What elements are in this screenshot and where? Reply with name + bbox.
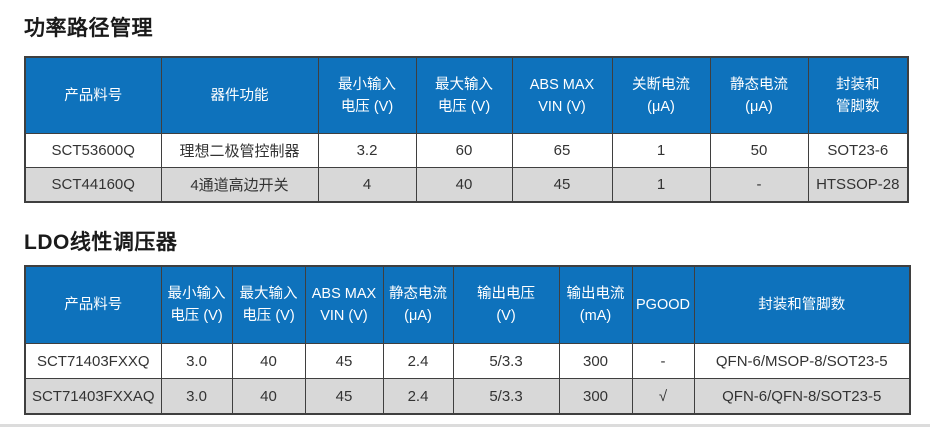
header-cell-max-input-voltage: 最大输入 电压 (V) — [415, 56, 513, 134]
header-cell-part-number: 产品料号 — [24, 265, 162, 344]
table-row: SCT71403FXXQ 3.0 40 45 2.4 5/3.3 300 - Q… — [24, 343, 911, 379]
header-cell-min-input-voltage: 最小输入 电压 (V) — [317, 56, 417, 134]
table-cell: 300 — [558, 378, 633, 415]
table-cell: SOT23-6 — [807, 133, 909, 168]
table-cell: 3.0 — [160, 343, 233, 379]
header-row: 产品料号 最小输入 电压 (V) 最大输入 电压 (V) ABS MAX VIN… — [24, 265, 911, 344]
header-cell-output-current: 输出电流 (mA) — [558, 265, 633, 344]
section-title-power-path: 功率路径管理 — [24, 17, 153, 40]
table-cell: - — [631, 343, 695, 379]
header-cell-package-pins: 封装和管脚数 — [693, 265, 911, 344]
table-cell: 50 — [709, 133, 809, 168]
header-cell-quiescent-current: 静态电流 (μA) — [382, 265, 454, 344]
header-cell-quiescent-current: 静态电流 (μA) — [709, 56, 809, 134]
table-cell: 4 — [317, 167, 417, 203]
table-cell: 5/3.3 — [452, 343, 560, 379]
table-cell: 2.4 — [382, 378, 454, 415]
page-bottom-divider — [0, 424, 930, 427]
power-path-table: 产品料号 器件功能 最小输入 电压 (V) 最大输入 电压 (V) ABS MA… — [24, 56, 909, 203]
header-cell-max-input-voltage: 最大输入 电压 (V) — [231, 265, 306, 344]
table-cell: 5/3.3 — [452, 378, 560, 415]
header-cell-package-pins: 封装和 管脚数 — [807, 56, 909, 134]
table-cell: 300 — [558, 343, 633, 379]
table-cell: 1 — [611, 167, 711, 203]
header-cell-shutdown-current: 关断电流 (μA) — [611, 56, 711, 134]
table-cell: 2.4 — [382, 343, 454, 379]
table-cell: SCT53600Q — [24, 133, 162, 168]
table-cell: 3.0 — [160, 378, 233, 415]
table-cell: 40 — [415, 167, 513, 203]
table-cell: 4通道高边开关 — [160, 167, 319, 203]
table-cell: 45 — [304, 378, 384, 415]
table-cell: SCT44160Q — [24, 167, 162, 203]
section-title-ldo: LDO线性调压器 — [24, 231, 178, 254]
table-cell: 3.2 — [317, 133, 417, 168]
table-cell: HTSSOP-28 — [807, 167, 909, 203]
ldo-table: 产品料号 最小输入 电压 (V) 最大输入 电压 (V) ABS MAX VIN… — [24, 265, 911, 415]
header-cell-abs-max-vin: ABS MAX VIN (V) — [304, 265, 384, 344]
header-cell-pgood: PGOOD — [631, 265, 695, 344]
table-row: SCT53600Q 理想二极管控制器 3.2 60 65 1 50 SOT23-… — [24, 133, 909, 168]
power-path-table-header: 产品料号 器件功能 最小输入 电压 (V) 最大输入 电压 (V) ABS MA… — [24, 56, 909, 134]
table-cell: 40 — [231, 378, 306, 415]
table-cell: QFN-6/QFN-8/SOT23-5 — [693, 378, 911, 415]
header-cell-abs-max-vin: ABS MAX VIN (V) — [511, 56, 613, 134]
header-cell-part-number: 产品料号 — [24, 56, 162, 134]
table-cell: 45 — [304, 343, 384, 379]
table-cell: 65 — [511, 133, 613, 168]
table-cell: 理想二极管控制器 — [160, 133, 319, 168]
page-content: 功率路径管理 产品料号 器件功能 最小输入 电压 (V) 最大输入 电压 (V)… — [24, 17, 911, 415]
table-cell: SCT71403FXXAQ — [24, 378, 162, 415]
table-cell: √ — [631, 378, 695, 415]
table-cell: 40 — [231, 343, 306, 379]
table-cell: QFN-6/MSOP-8/SOT23-5 — [693, 343, 911, 379]
ldo-table-header: 产品料号 最小输入 电压 (V) 最大输入 电压 (V) ABS MAX VIN… — [24, 265, 911, 344]
table-cell: 1 — [611, 133, 711, 168]
header-cell-min-input-voltage: 最小输入 电压 (V) — [160, 265, 233, 344]
header-row: 产品料号 器件功能 最小输入 电压 (V) 最大输入 电压 (V) ABS MA… — [24, 56, 909, 134]
table-row: SCT71403FXXAQ 3.0 40 45 2.4 5/3.3 300 √ … — [24, 378, 911, 415]
table-cell: SCT71403FXXQ — [24, 343, 162, 379]
table-cell: 45 — [511, 167, 613, 203]
header-cell-device-function: 器件功能 — [160, 56, 319, 134]
table-cell: - — [709, 167, 809, 203]
table-cell: 60 — [415, 133, 513, 168]
table-row: SCT44160Q 4通道高边开关 4 40 45 1 - HTSSOP-28 — [24, 167, 909, 203]
header-cell-output-voltage: 输出电压 (V) — [452, 265, 560, 344]
